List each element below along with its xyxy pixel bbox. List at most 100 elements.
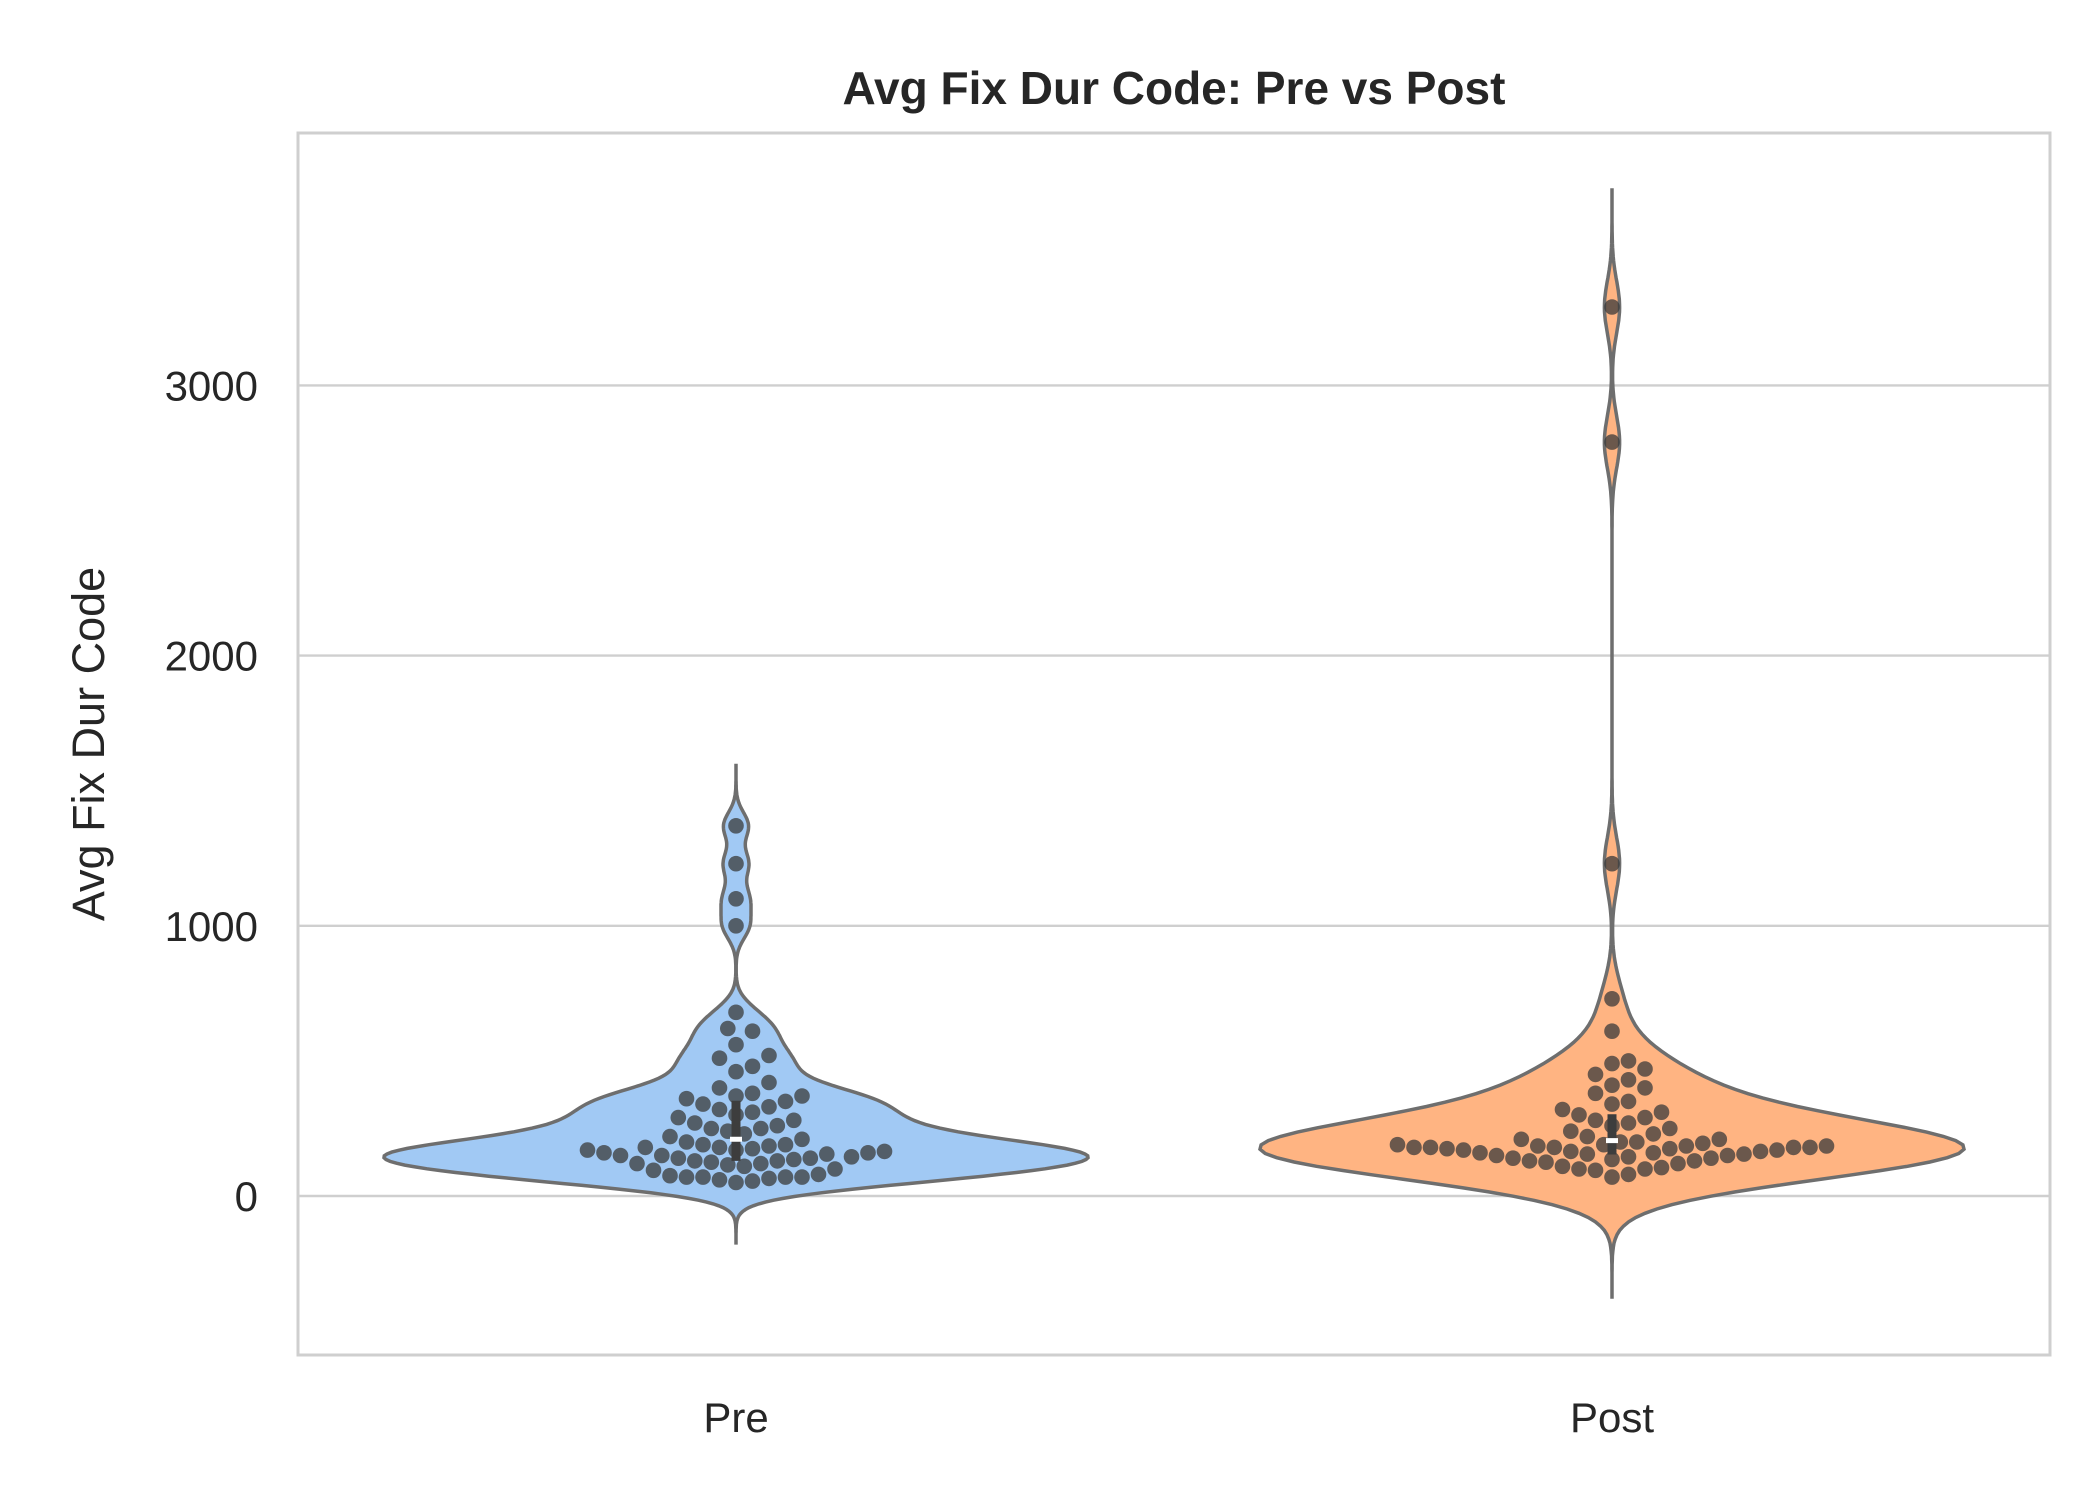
swarm-point-pre: [802, 1150, 819, 1166]
swarm-point-pre: [786, 1112, 802, 1129]
swarm-point-pre: [728, 818, 744, 834]
swarm-point-pre: [728, 1174, 744, 1191]
swarm-point-post: [1389, 1136, 1406, 1153]
swarm-point-pre: [687, 1153, 703, 1169]
swarm-point-pre: [761, 1099, 777, 1115]
chart-title: Avg Fix Dur Code: Pre vs Post: [843, 62, 1506, 114]
swarm-point-pre: [629, 1155, 645, 1172]
swarm-point-post: [1653, 1159, 1670, 1176]
swarm-point-pre: [678, 1134, 695, 1150]
swarm-point-pre: [703, 1154, 720, 1170]
swarm-point-pre: [761, 1138, 777, 1154]
swarm-point-post: [1802, 1139, 1818, 1156]
swarm-point-pre: [769, 1117, 786, 1134]
swarm-point-pre: [753, 1120, 769, 1137]
swarm-point-pre: [711, 1172, 728, 1188]
plot-frame: [296, 131, 2052, 1357]
swarm-point-pre: [695, 1096, 711, 1112]
swarm-point-post: [1637, 1161, 1653, 1177]
swarm-point-pre: [728, 855, 744, 872]
swarm-point-pre: [777, 1169, 794, 1185]
swarm-point-pre: [579, 1142, 596, 1158]
y-tick-label: 1000: [165, 903, 258, 950]
swarm-point-post: [1604, 1077, 1620, 1093]
violins: [382, 188, 1966, 1299]
swarm-point-pre: [703, 1120, 720, 1137]
swarm-point-post: [1620, 1053, 1637, 1069]
swarm-point-post: [1662, 1120, 1678, 1137]
x-tick-label: Post: [1570, 1394, 1654, 1441]
swarm-point-post: [1579, 1128, 1596, 1145]
swarm-point-post: [1620, 1149, 1637, 1165]
swarm-point-pre: [753, 1155, 769, 1172]
swarm-point-pre: [744, 1023, 761, 1039]
swarm-point-pre: [687, 1115, 703, 1131]
swarm-point-pre: [736, 1158, 753, 1175]
swarm-point-post: [1521, 1153, 1538, 1169]
swarm-point-pre: [860, 1145, 876, 1161]
swarm-point-post: [1587, 1162, 1604, 1179]
y-tick-label: 3000: [165, 362, 258, 409]
swarm-point-post: [1653, 1104, 1670, 1120]
median-markers: [730, 1100, 1618, 1161]
swarm-point-post: [1587, 1085, 1604, 1102]
violin-post: [1258, 188, 1966, 1299]
median-marker-post: [1606, 1138, 1618, 1144]
swarm-point-post: [1604, 991, 1620, 1007]
swarm-point-post: [1637, 1061, 1653, 1077]
swarm-points: [579, 299, 1835, 1191]
swarm-point-post: [1406, 1139, 1422, 1156]
swarm-point-pre: [794, 1169, 810, 1185]
swarm-point-post: [1604, 1023, 1620, 1039]
swarm-point-pre: [645, 1162, 662, 1179]
swarm-point-pre: [695, 1169, 711, 1185]
x-tick-labels: Pre Post: [703, 1394, 1654, 1441]
swarm-point-post: [1695, 1135, 1711, 1152]
swarm-point-post: [1587, 1066, 1604, 1083]
swarm-point-post: [1752, 1143, 1769, 1160]
swarm-point-post: [1488, 1147, 1505, 1164]
swarm-point-pre: [769, 1153, 786, 1169]
swarm-point-post: [1439, 1140, 1455, 1157]
swarm-point-pre: [876, 1143, 893, 1160]
swarm-point-post: [1530, 1138, 1546, 1154]
swarm-point-pre: [678, 1090, 695, 1107]
swarm-point-post: [1546, 1139, 1563, 1156]
swarm-point-post: [1629, 1134, 1645, 1150]
swarm-point-pre: [777, 1093, 794, 1110]
swarm-point-post: [1563, 1143, 1579, 1160]
swarm-point-post: [1620, 1093, 1637, 1110]
violin-pre: [382, 763, 1090, 1245]
swarm-point-pre: [637, 1139, 654, 1156]
swarm-point-pre: [695, 1136, 711, 1153]
swarm-point-post: [1620, 1115, 1637, 1131]
swarm-point-post: [1785, 1139, 1802, 1156]
swarm-point-post: [1604, 855, 1620, 872]
swarm-point-pre: [728, 1004, 744, 1021]
swarm-point-post: [1604, 299, 1620, 315]
y-tick-labels: 0 1000 2000 3000: [165, 362, 258, 1220]
swarm-point-post: [1455, 1142, 1472, 1158]
swarm-point-post: [1678, 1138, 1695, 1154]
swarm-point-pre: [786, 1151, 802, 1168]
swarm-point-pre: [794, 1088, 810, 1104]
swarm-point-pre: [794, 1131, 810, 1148]
swarm-point-post: [1472, 1145, 1488, 1161]
swarm-point-pre: [654, 1147, 670, 1164]
swarm-point-post: [1645, 1145, 1662, 1161]
swarm-point-pre: [744, 1173, 761, 1189]
y-tick-label: 2000: [165, 633, 258, 680]
swarm-point-pre: [720, 1157, 736, 1173]
swarm-point-post: [1587, 1112, 1604, 1129]
swarm-point-post: [1505, 1150, 1521, 1166]
swarm-point-post: [1604, 1151, 1620, 1168]
swarm-point-post: [1579, 1146, 1596, 1162]
swarm-point-post: [1563, 1123, 1579, 1139]
y-axis-title: Avg Fix Dur Code: [63, 567, 114, 921]
swarm-point-pre: [711, 1101, 728, 1118]
swarm-point-pre: [662, 1128, 678, 1145]
swarm-point-post: [1637, 1080, 1653, 1096]
swarm-point-pre: [728, 1063, 744, 1080]
swarm-point-post: [1422, 1139, 1439, 1156]
